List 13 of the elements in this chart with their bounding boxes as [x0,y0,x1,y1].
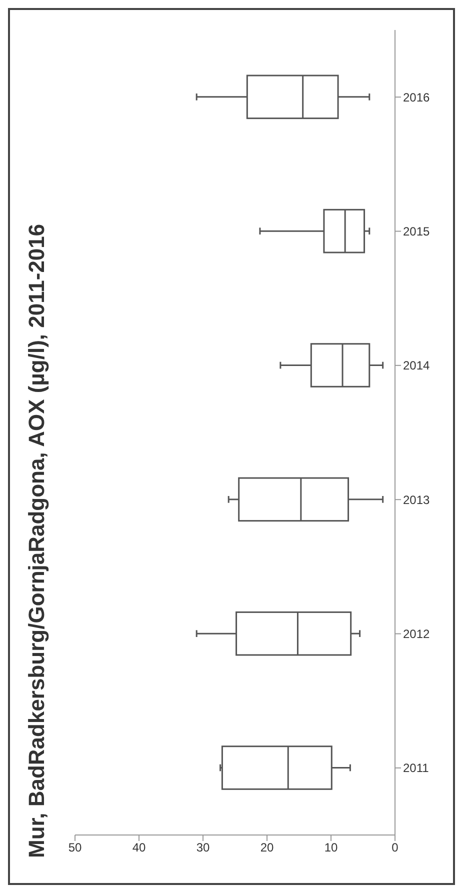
y-tick-label: 2015 [403,224,430,239]
x-tick-label: 20 [260,840,274,855]
x-tick-label: 30 [196,840,210,855]
x-tick-label: 0 [392,840,399,855]
y-tick-label: 2012 [403,627,430,642]
text: Mur, BadRadkersburg/GornjaRadgona, AOX (µg/l), 2011-2016 [24,222,50,858]
x-tick-label: 40 [132,840,146,855]
x-tick-label: 50 [68,840,82,855]
y-tick-label: 2014 [403,358,430,373]
x-tick-label: 10 [324,840,338,855]
y-tick-label: 2013 [403,492,430,507]
y-tick-label: 2016 [403,90,430,104]
y-tick-label: 2011 [403,761,430,776]
